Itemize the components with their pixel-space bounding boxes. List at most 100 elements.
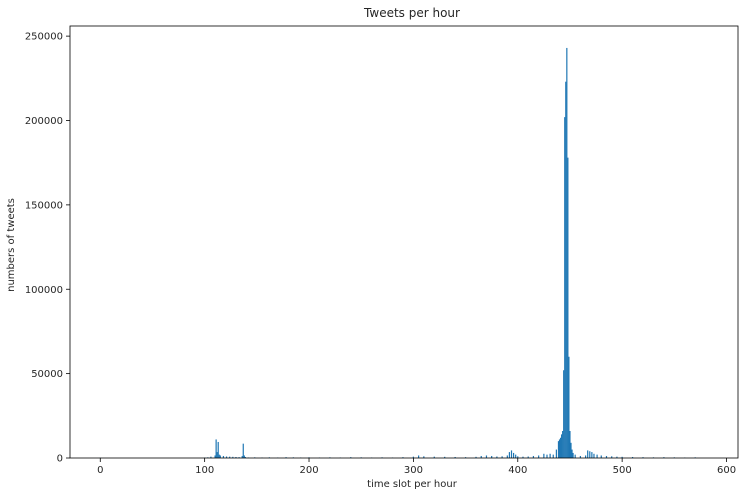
bar (558, 439, 561, 458)
bar (464, 457, 467, 458)
bar (566, 47, 568, 458)
bar (567, 157, 569, 459)
bar (506, 455, 508, 458)
bar (549, 453, 551, 458)
bar (546, 454, 548, 459)
bar (570, 442, 572, 458)
bar-layer (99, 47, 696, 459)
bar (585, 455, 587, 458)
bar (571, 449, 573, 458)
bar (216, 452, 218, 458)
bar (418, 455, 420, 458)
bar (244, 456, 246, 458)
bar (589, 451, 591, 458)
y-axis-title: numbers of tweets (6, 198, 17, 292)
bar (543, 453, 545, 458)
x-tick-label: 0 (97, 465, 103, 476)
bar (232, 456, 234, 458)
bar (572, 452, 574, 458)
bar (564, 117, 566, 459)
bar (587, 450, 589, 458)
bar (605, 455, 608, 458)
axes (69, 25, 739, 459)
x-axis-ticks: 0 100 200 300 400 500 600 (97, 458, 736, 476)
bar (563, 370, 565, 458)
bar (491, 455, 493, 458)
bar (238, 457, 240, 458)
bar (562, 431, 564, 458)
bar (568, 356, 570, 458)
bar (569, 431, 571, 458)
x-tick-label: 200 (299, 465, 318, 476)
bar (219, 455, 221, 458)
bar (552, 454, 554, 459)
bar (218, 454, 220, 459)
bar (222, 455, 225, 458)
bar (579, 455, 581, 458)
bar (527, 456, 529, 458)
bar (532, 455, 535, 458)
y-axis-ticks: 0 50000 100000 150000 200000 250000 (25, 32, 70, 465)
x-tick-label: 100 (195, 465, 214, 476)
y-tick-label: 100000 (25, 285, 63, 296)
bar (616, 456, 618, 458)
y-tick-label: 200000 (25, 116, 63, 127)
bar (565, 81, 567, 458)
bar (501, 456, 503, 458)
bar (557, 441, 560, 459)
bar (515, 454, 517, 459)
plot-frame (69, 25, 739, 459)
bar (215, 439, 217, 458)
y-tick-label: 50000 (31, 369, 63, 380)
bar (217, 441, 219, 458)
bar (480, 455, 482, 458)
bar (517, 456, 519, 458)
bar (214, 455, 216, 458)
y-tick-label: 250000 (25, 32, 63, 43)
bar (508, 452, 511, 458)
bar (512, 452, 515, 458)
bar (600, 455, 602, 458)
bar (423, 456, 425, 458)
bar (241, 455, 243, 458)
bar (243, 455, 245, 458)
bar (433, 456, 435, 458)
x-tick-label: 400 (508, 465, 527, 476)
bar (485, 455, 488, 458)
bar (555, 449, 557, 458)
bar (621, 456, 623, 458)
x-tick-label: 600 (717, 465, 736, 476)
bar (412, 456, 414, 458)
bar (402, 457, 404, 458)
bar (496, 456, 498, 458)
bar (538, 455, 540, 458)
bar (210, 456, 212, 458)
bar (235, 456, 237, 458)
bar (593, 453, 595, 458)
bar (596, 454, 598, 459)
bar (229, 456, 231, 458)
bar (642, 457, 644, 458)
x-tick-label: 500 (613, 465, 632, 476)
chart-title: Tweets per hour (363, 6, 460, 20)
bar (559, 437, 562, 458)
x-tick-label: 300 (404, 465, 423, 476)
bar (242, 443, 244, 458)
bar (561, 434, 563, 459)
bar (522, 456, 524, 458)
bar (574, 454, 576, 459)
bar (510, 450, 513, 458)
bar (663, 457, 665, 458)
x-axis-title: time slot per hour (367, 479, 458, 490)
bar (611, 456, 613, 458)
bar (285, 457, 287, 458)
y-tick-label: 150000 (25, 200, 63, 211)
y-tick-label: 0 (57, 454, 63, 465)
bar (454, 456, 456, 458)
bar (591, 452, 593, 458)
bar (225, 456, 228, 458)
bar (631, 456, 634, 458)
bar (444, 456, 446, 458)
